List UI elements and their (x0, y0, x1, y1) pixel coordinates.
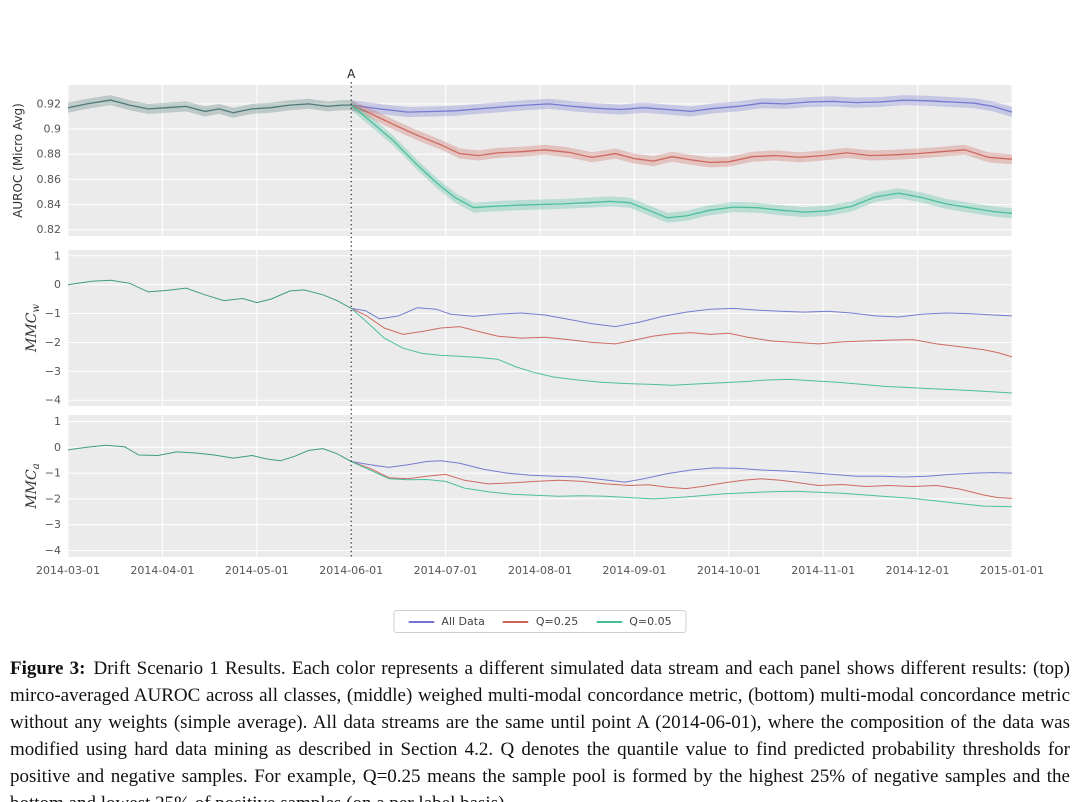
y-tick-label: 0.92 (37, 97, 62, 110)
y-tick-label: −1 (45, 307, 61, 320)
y-tick-label: −2 (45, 492, 61, 505)
y-tick-label: −1 (45, 467, 61, 480)
series-line-q-0-05 (350, 104, 1013, 219)
legend-item-all-data: All Data (408, 615, 485, 628)
y-tick-label: −3 (45, 365, 61, 378)
x-tick-label: 2014-08-01 (508, 564, 572, 577)
pre-drift-line (67, 279, 352, 309)
series-line-all-data (351, 99, 1013, 113)
y-tick-label: 0.86 (37, 173, 62, 186)
x-tick-label: 2014-05-01 (225, 564, 289, 577)
x-tick-label: 2014-03-01 (36, 564, 100, 577)
confidence-band (351, 100, 1012, 168)
x-tick-label: 2015-01-01 (980, 564, 1044, 577)
series-line-all-data (351, 460, 1013, 483)
legend-label: Q=0.05 (629, 615, 672, 628)
y-axis-label: MMCw (24, 304, 42, 353)
y-tick-label: −3 (45, 518, 61, 531)
legend-item-q-0-05: Q=0.05 (596, 615, 672, 628)
confidence-band (351, 95, 1012, 118)
x-tick-label: 2014-09-01 (602, 564, 666, 577)
x-tick-label: 2014-04-01 (130, 564, 194, 577)
y-axis-label: MMCa (24, 463, 42, 509)
y-tick-label: −4 (45, 394, 61, 407)
figure-caption-text: Drift Scenario 1 Results. Each color rep… (10, 658, 1070, 802)
y-tick-label: 0.88 (37, 148, 62, 161)
legend-line-swatch (596, 620, 623, 623)
figure-chart: 0.92 0.9 0.88 0.86 0.84 0.82 AUROC (Micro Avg)… (11, 67, 1044, 577)
y-tick-label: −4 (45, 544, 61, 557)
x-tick-label: 2014-11-01 (791, 564, 855, 577)
chart-legend: All Data Q=0.25 Q=0.05 (393, 610, 687, 633)
series-line-q-0-25 (350, 307, 1013, 358)
legend-label: Q=0.25 (535, 615, 579, 628)
figure-caption: Figure 3: Drift Scenario 1 Results. Each … (10, 655, 1070, 802)
legend-item-q-0-25: Q=0.25 (502, 615, 579, 628)
legend-label: All Data (441, 615, 485, 628)
y-tick-label: −2 (45, 336, 61, 349)
series-line-q-0-05 (350, 461, 1013, 508)
figure-caption-label: Figure 3: (10, 658, 86, 679)
y-tick-label: 1 (54, 249, 61, 262)
confidence-band (68, 95, 352, 118)
x-tick-label: 2014-10-01 (697, 564, 761, 577)
y-tick-label: 0.9 (44, 123, 62, 136)
pre-drift-line (67, 99, 352, 114)
legend-line-swatch (502, 620, 529, 623)
y-tick-label: 0.84 (37, 198, 62, 211)
series-line-q-0-25 (351, 461, 1013, 499)
y-axis-label: AUROC (Micro Avg) (11, 103, 25, 218)
x-tick-label: 2014-06-01 (319, 564, 383, 577)
y-tick-label: 0 (54, 278, 61, 291)
x-tick-label: 2014-07-01 (414, 564, 478, 577)
y-tick-label: 1 (54, 415, 61, 428)
legend-line-swatch (408, 620, 435, 623)
series-line-q-0-05 (350, 308, 1013, 394)
x-tick-label: 2014-12-01 (886, 564, 950, 577)
drift-annotation-label: A (347, 67, 356, 81)
y-tick-label: 0.82 (37, 223, 62, 236)
pre-drift-line (67, 444, 352, 462)
series-line-q-0-25 (350, 104, 1013, 164)
series-line-all-data (351, 307, 1013, 328)
y-tick-label: 0 (54, 441, 61, 454)
